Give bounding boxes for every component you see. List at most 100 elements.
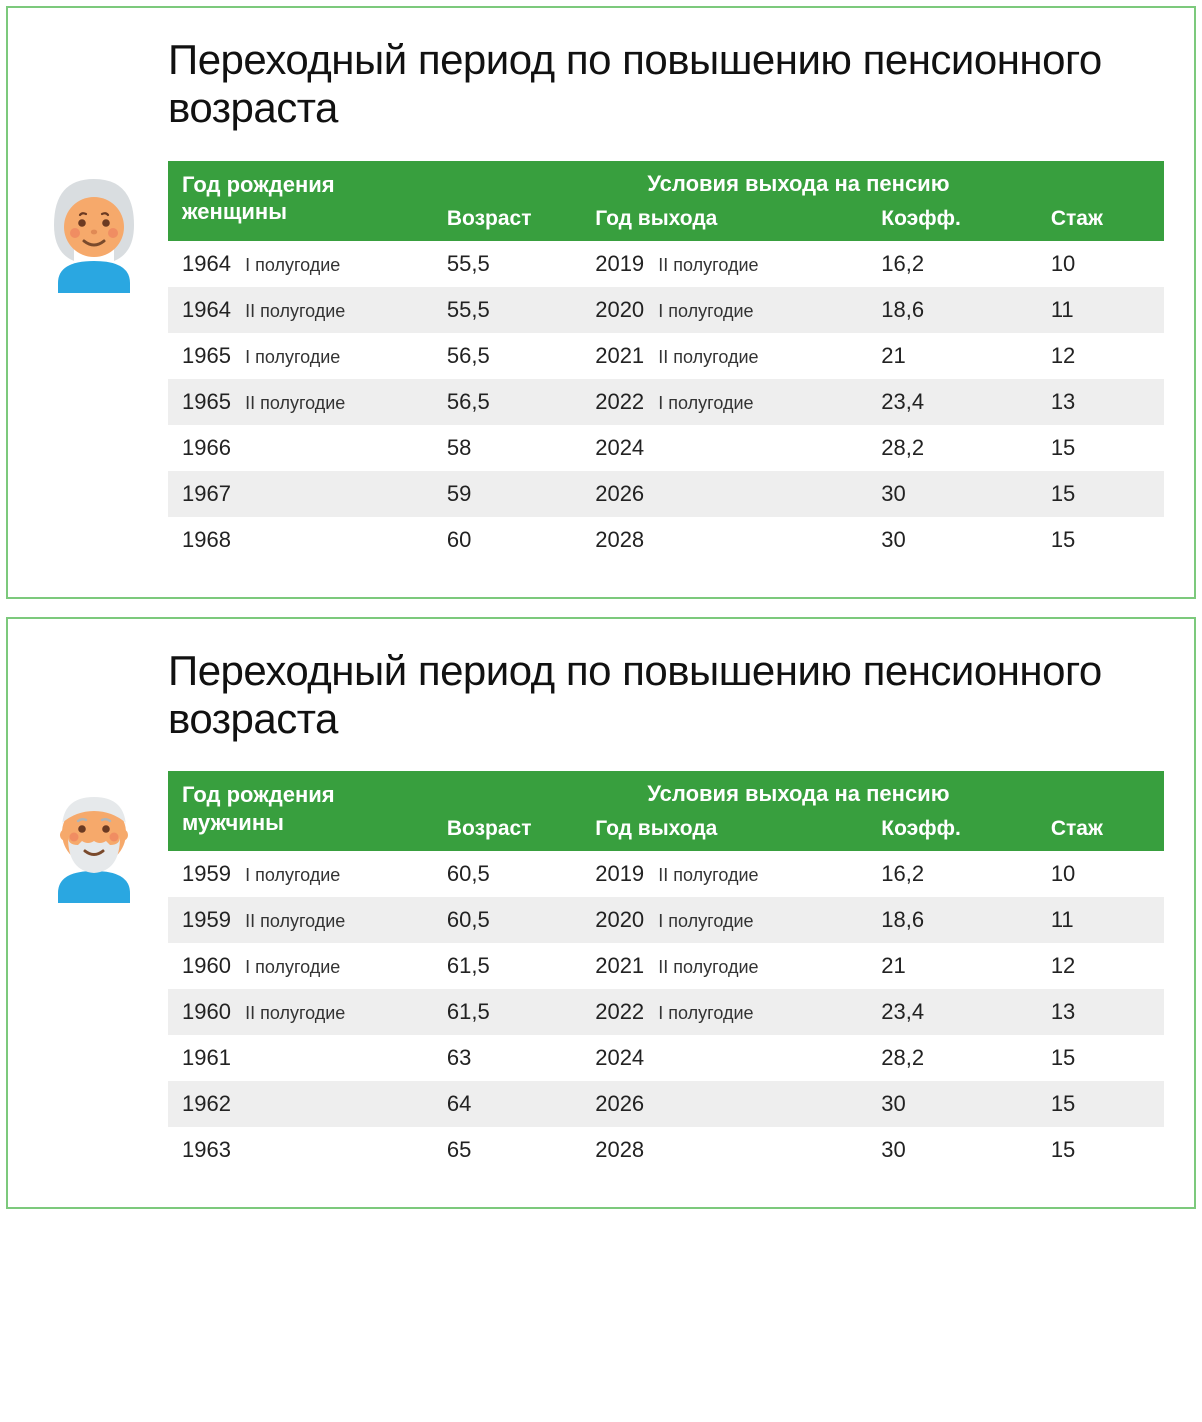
table-row: 1965 II полугодие 56,5 2022 I полугодие …: [168, 379, 1164, 425]
cell-exp: 15: [1037, 471, 1164, 517]
exit-year: 2028: [595, 527, 644, 552]
cell-birth: 1965 I полугодие: [168, 333, 433, 379]
cell-age: 61,5: [433, 989, 581, 1035]
birth-year: 1959: [182, 907, 231, 932]
table-row: 1968 60 2028 30 15: [168, 517, 1164, 563]
cell-birth: 1960 II полугодие: [168, 989, 433, 1035]
exit-year: 2022: [595, 389, 644, 414]
exit-half: II полугодие: [658, 865, 758, 885]
cell-age: 60,5: [433, 897, 581, 943]
cell-exit: 2020 I полугодие: [581, 287, 867, 333]
avatar-woman: [38, 161, 150, 293]
cell-exit: 2028: [581, 1127, 867, 1173]
cell-age: 56,5: [433, 333, 581, 379]
exit-year: 2024: [595, 435, 644, 460]
cell-coef: 16,2: [867, 851, 1037, 897]
birth-year: 1967: [182, 481, 231, 506]
cell-exp: 15: [1037, 1081, 1164, 1127]
cell-birth: 1962: [168, 1081, 433, 1127]
birth-year: 1968: [182, 527, 231, 552]
cell-age: 64: [433, 1081, 581, 1127]
cell-exp: 10: [1037, 241, 1164, 287]
cell-exp: 12: [1037, 333, 1164, 379]
birth-half: II полугодие: [245, 1003, 345, 1023]
exit-year: 2028: [595, 1137, 644, 1162]
birth-half: I полугодие: [245, 957, 340, 977]
panel-title: Переходный период по повышению пенсионно…: [168, 647, 1164, 744]
table-row: 1959 II полугодие 60,5 2020 I полугодие …: [168, 897, 1164, 943]
table-row: 1960 II полугодие 61,5 2022 I полугодие …: [168, 989, 1164, 1035]
cell-exit: 2024: [581, 425, 867, 471]
exit-year: 2021: [595, 953, 644, 978]
birth-year: 1963: [182, 1137, 231, 1162]
cell-coef: 23,4: [867, 379, 1037, 425]
exit-half: II полугодие: [658, 255, 758, 275]
birth-year: 1965: [182, 389, 231, 414]
exit-year: 2019: [595, 251, 644, 276]
avatar-man: [38, 771, 150, 903]
cell-age: 55,5: [433, 241, 581, 287]
cell-coef: 30: [867, 1127, 1037, 1173]
cell-age: 65: [433, 1127, 581, 1173]
table-row: 1966 58 2024 28,2 15: [168, 425, 1164, 471]
table-row: 1965 I полугодие 56,5 2021 II полугодие …: [168, 333, 1164, 379]
table-row: 1961 63 2024 28,2 15: [168, 1035, 1164, 1081]
cell-coef: 16,2: [867, 241, 1037, 287]
th-age: Возраст: [433, 813, 581, 851]
th-exit: Год выхода: [581, 813, 867, 851]
th-exit: Год выхода: [581, 203, 867, 241]
cell-coef: 18,6: [867, 287, 1037, 333]
birth-half: II полугодие: [245, 911, 345, 931]
cell-exit: 2022 I полугодие: [581, 379, 867, 425]
cell-birth: 1963: [168, 1127, 433, 1173]
cell-birth: 1964 I полугодие: [168, 241, 433, 287]
birth-half: I полугодие: [245, 865, 340, 885]
cell-exp: 15: [1037, 425, 1164, 471]
birth-half: II полугодие: [245, 393, 345, 413]
exit-year: 2021: [595, 343, 644, 368]
exit-year: 2026: [595, 1091, 644, 1116]
birth-year: 1962: [182, 1091, 231, 1116]
birth-year: 1959: [182, 861, 231, 886]
cell-exit: 2022 I полугодие: [581, 989, 867, 1035]
exit-half: II полугодие: [658, 347, 758, 367]
th-exp: Стаж: [1037, 813, 1164, 851]
th-age: Возраст: [433, 203, 581, 241]
table-row: 1964 II полугодие 55,5 2020 I полугодие …: [168, 287, 1164, 333]
exit-year: 2022: [595, 999, 644, 1024]
exit-year: 2019: [595, 861, 644, 886]
cell-exp: 15: [1037, 1127, 1164, 1173]
cell-exit: 2019 II полугодие: [581, 851, 867, 897]
cell-coef: 28,2: [867, 425, 1037, 471]
exit-half: I полугодие: [658, 1003, 753, 1023]
cell-birth: 1960 I полугодие: [168, 943, 433, 989]
birth-year: 1960: [182, 953, 231, 978]
cell-exit: 2026: [581, 471, 867, 517]
cell-exp: 13: [1037, 989, 1164, 1035]
cell-age: 56,5: [433, 379, 581, 425]
cell-age: 60,5: [433, 851, 581, 897]
exit-half: I полугодие: [658, 301, 753, 321]
th-coef: Коэфф.: [867, 203, 1037, 241]
cell-exp: 10: [1037, 851, 1164, 897]
cell-birth: 1966: [168, 425, 433, 471]
panel-title: Переходный период по повышению пенсионно…: [168, 36, 1164, 133]
cell-exit: 2024: [581, 1035, 867, 1081]
birth-year: 1965: [182, 343, 231, 368]
cell-age: 59: [433, 471, 581, 517]
cell-age: 55,5: [433, 287, 581, 333]
birth-year: 1960: [182, 999, 231, 1024]
th-group: Условия выхода на пенсию: [433, 161, 1164, 203]
pension-table: Год рождения мужчины Условия выхода на п…: [168, 771, 1164, 1173]
exit-half: I полугодие: [658, 911, 753, 931]
th-exp: Стаж: [1037, 203, 1164, 241]
table-row: 1967 59 2026 30 15: [168, 471, 1164, 517]
exit-year: 2026: [595, 481, 644, 506]
cell-birth: 1961: [168, 1035, 433, 1081]
cell-birth: 1959 I полугодие: [168, 851, 433, 897]
pension-table: Год рождения женщины Условия выхода на п…: [168, 161, 1164, 563]
birth-half: II полугодие: [245, 301, 345, 321]
cell-age: 60: [433, 517, 581, 563]
exit-year: 2020: [595, 907, 644, 932]
table-row: 1959 I полугодие 60,5 2019 II полугодие …: [168, 851, 1164, 897]
